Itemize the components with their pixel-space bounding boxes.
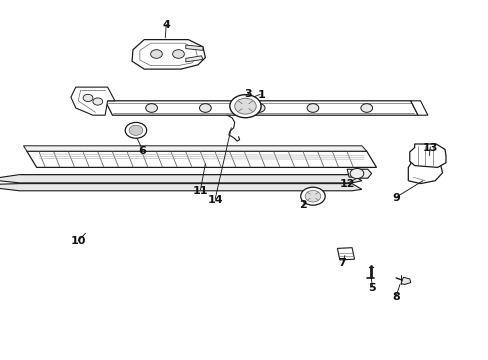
Circle shape bbox=[150, 50, 162, 58]
Polygon shape bbox=[185, 56, 203, 62]
Polygon shape bbox=[0, 175, 361, 183]
Polygon shape bbox=[23, 146, 366, 151]
Text: 12: 12 bbox=[339, 179, 354, 189]
Text: 14: 14 bbox=[207, 195, 223, 205]
Polygon shape bbox=[185, 45, 203, 50]
Polygon shape bbox=[27, 151, 376, 167]
Polygon shape bbox=[409, 144, 445, 167]
Circle shape bbox=[172, 50, 184, 58]
Text: 13: 13 bbox=[422, 143, 437, 153]
Circle shape bbox=[145, 104, 157, 112]
Circle shape bbox=[300, 187, 325, 205]
Circle shape bbox=[349, 168, 363, 179]
Text: 7: 7 bbox=[338, 258, 346, 268]
Circle shape bbox=[306, 104, 318, 112]
Circle shape bbox=[305, 190, 320, 202]
Text: 6: 6 bbox=[138, 146, 145, 156]
Polygon shape bbox=[337, 248, 354, 260]
Text: 10: 10 bbox=[70, 236, 86, 246]
Circle shape bbox=[125, 122, 146, 138]
Polygon shape bbox=[410, 101, 427, 115]
Text: 3: 3 bbox=[244, 89, 252, 99]
Text: 1: 1 bbox=[257, 90, 265, 100]
Polygon shape bbox=[132, 40, 205, 69]
Circle shape bbox=[93, 98, 102, 105]
Polygon shape bbox=[0, 184, 361, 191]
Polygon shape bbox=[71, 87, 115, 115]
Text: 5: 5 bbox=[367, 283, 375, 293]
Circle shape bbox=[129, 125, 142, 135]
Polygon shape bbox=[400, 277, 410, 284]
Circle shape bbox=[253, 104, 264, 112]
Text: 11: 11 bbox=[192, 186, 208, 196]
Text: 9: 9 bbox=[391, 193, 399, 203]
Text: 8: 8 bbox=[391, 292, 399, 302]
Circle shape bbox=[229, 95, 261, 118]
Circle shape bbox=[199, 104, 211, 112]
Polygon shape bbox=[105, 101, 417, 115]
Circle shape bbox=[360, 104, 372, 112]
Text: 2: 2 bbox=[299, 200, 306, 210]
Text: 4: 4 bbox=[162, 20, 170, 30]
Circle shape bbox=[83, 94, 93, 102]
Polygon shape bbox=[346, 169, 367, 177]
Polygon shape bbox=[356, 169, 371, 178]
Circle shape bbox=[234, 98, 256, 114]
Polygon shape bbox=[407, 151, 442, 184]
